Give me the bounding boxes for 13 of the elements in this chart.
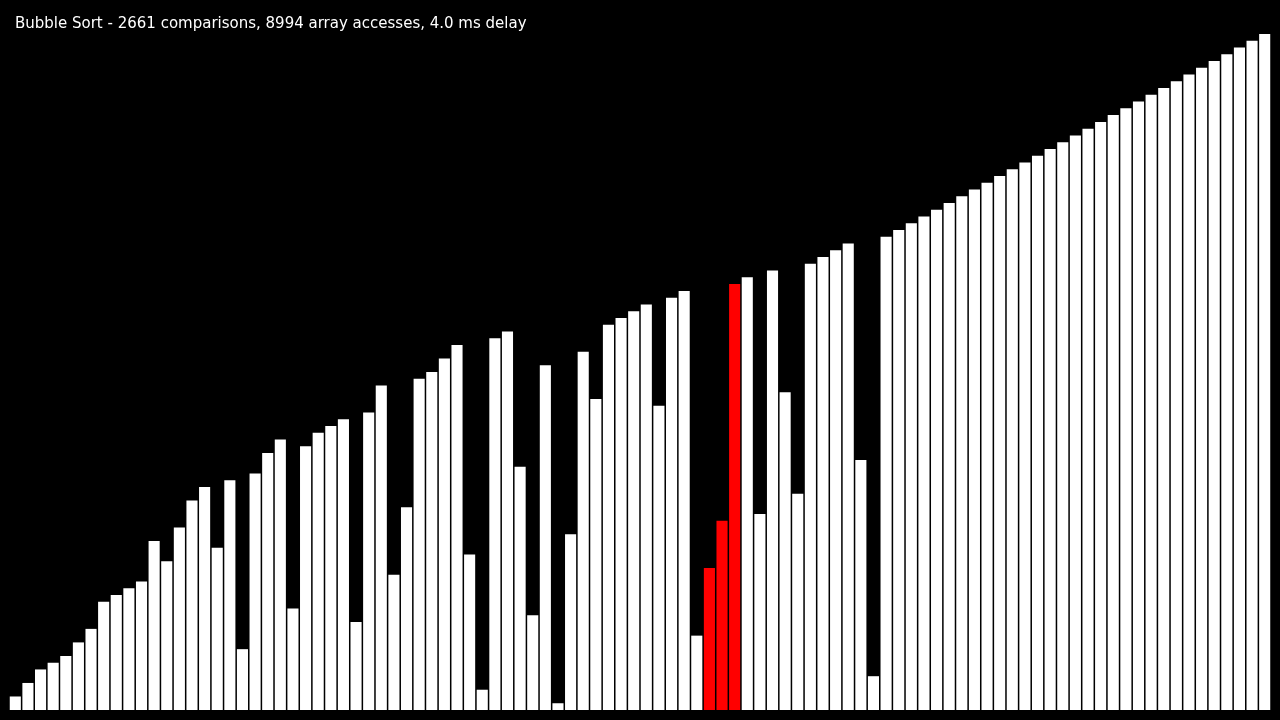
bar (400, 507, 413, 710)
bar (1233, 47, 1245, 710)
bar (501, 331, 514, 710)
bar (602, 324, 614, 710)
bar (35, 669, 47, 710)
bar (867, 676, 880, 710)
chart-title: Bubble Sort - 2661 comparisons, 8994 array accesses, 4.0 ms delay (15, 13, 527, 32)
bar (1132, 101, 1145, 710)
bar (766, 270, 779, 710)
bar (666, 297, 678, 710)
bar (236, 649, 249, 710)
bar (135, 581, 148, 710)
bar (1031, 155, 1044, 710)
